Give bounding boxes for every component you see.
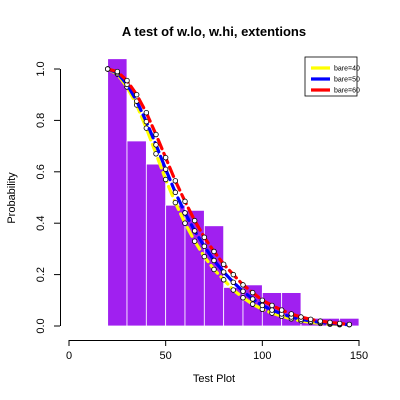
series-point bbox=[240, 295, 246, 301]
series-point bbox=[288, 311, 295, 317]
series-point bbox=[307, 316, 314, 323]
series-point bbox=[249, 289, 256, 296]
series-point bbox=[269, 302, 275, 309]
histogram-bar bbox=[145, 163, 167, 327]
series-point bbox=[182, 220, 188, 226]
series-point bbox=[162, 166, 169, 172]
histogram-bar bbox=[126, 140, 147, 327]
series-point bbox=[201, 243, 208, 250]
series-point bbox=[191, 238, 198, 244]
y-tick-label: 0.2 bbox=[35, 267, 47, 282]
y-tick-label: 0.8 bbox=[35, 113, 47, 128]
series-point bbox=[162, 154, 169, 161]
histogram-bar bbox=[107, 58, 128, 327]
data-series bbox=[104, 66, 353, 328]
series-point bbox=[133, 91, 140, 98]
series-point bbox=[153, 151, 159, 157]
series-point bbox=[201, 253, 208, 260]
y-tick-label: 1.0 bbox=[35, 61, 47, 76]
y-tick-label: 0.4 bbox=[35, 216, 47, 231]
x-tick-label: 150 bbox=[350, 350, 368, 362]
series-point bbox=[201, 234, 208, 241]
y-tick-label: 0.6 bbox=[35, 164, 47, 179]
series-point bbox=[346, 321, 353, 328]
series-point bbox=[162, 176, 169, 183]
x-tick-label: 0 bbox=[66, 350, 72, 362]
x-axis-ticks: 0 50 100 150 bbox=[66, 340, 368, 362]
series-point bbox=[211, 257, 217, 264]
series-point bbox=[259, 302, 266, 309]
series-point bbox=[211, 266, 217, 273]
series-point bbox=[191, 217, 198, 224]
series-point bbox=[182, 210, 188, 216]
series-point bbox=[269, 307, 275, 313]
legend-label: bare=50 bbox=[334, 77, 360, 84]
series-point bbox=[278, 307, 285, 313]
chart-title: A test of w.lo, w.hi, extentions bbox=[122, 24, 306, 39]
series-point bbox=[336, 320, 343, 327]
series-point bbox=[259, 297, 266, 303]
series-point bbox=[327, 319, 333, 326]
y-axis-ticks: 0.0 0.2 0.4 0.6 0.8 1.0 bbox=[35, 61, 60, 334]
series-point bbox=[240, 282, 246, 288]
series-point bbox=[182, 198, 188, 205]
series-point bbox=[153, 131, 159, 138]
series-point bbox=[249, 301, 256, 307]
series-point bbox=[104, 66, 111, 72]
series-point bbox=[172, 178, 179, 184]
series-point bbox=[124, 77, 130, 84]
series-point bbox=[143, 109, 150, 116]
y-axis-label: Probability bbox=[6, 172, 18, 224]
series-point bbox=[230, 271, 237, 278]
series-point bbox=[298, 314, 304, 320]
series-point bbox=[230, 287, 237, 293]
y-tick-label: 0.0 bbox=[35, 318, 47, 333]
histogram-bar bbox=[223, 287, 244, 327]
legend-label: bare=40 bbox=[334, 66, 360, 73]
series-point bbox=[191, 228, 198, 234]
series-point bbox=[153, 142, 159, 148]
x-axis-label: Test Plot bbox=[193, 373, 235, 385]
series-point bbox=[230, 279, 237, 286]
series-point bbox=[114, 68, 121, 75]
legend: bare=40 bare=50 bare=60 bbox=[304, 56, 360, 97]
series-point bbox=[172, 189, 179, 196]
series-point bbox=[317, 318, 324, 324]
x-tick-label: 100 bbox=[253, 350, 271, 362]
x-tick-label: 50 bbox=[160, 350, 172, 362]
legend-label: bare=60 bbox=[334, 88, 360, 95]
series-point bbox=[172, 199, 179, 206]
series-point bbox=[220, 261, 227, 268]
series-point bbox=[240, 288, 246, 295]
series-point bbox=[211, 248, 217, 255]
series-point bbox=[220, 269, 227, 275]
series-point bbox=[220, 277, 227, 283]
histogram-bar bbox=[165, 204, 186, 327]
series-point bbox=[249, 296, 256, 302]
